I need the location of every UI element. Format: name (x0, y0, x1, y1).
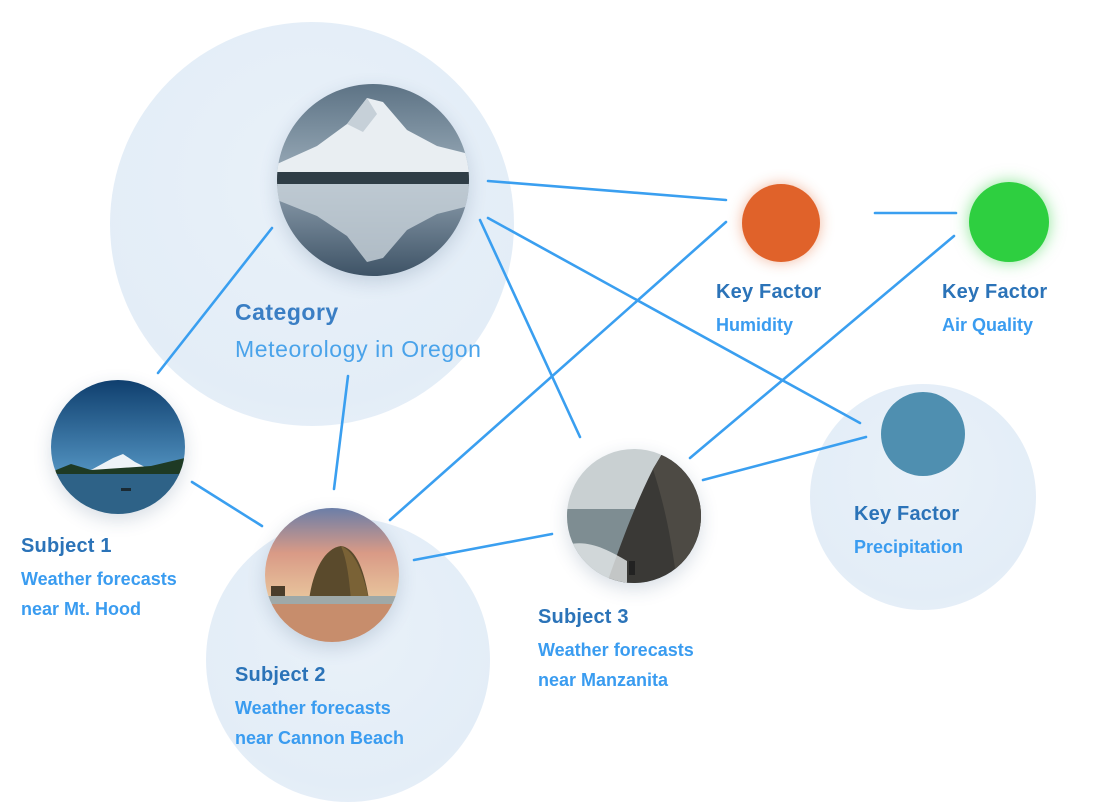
link-subject2-subject3 (412, 532, 554, 562)
humidity-node[interactable] (742, 184, 820, 262)
precipitation-label: Key Factor Precipitation (854, 504, 963, 562)
subject-2-label: Subject 2 Weather forecasts near Cannon … (235, 665, 404, 753)
link-subject1-subject2 (190, 480, 264, 528)
manzanita-cliffs-image (567, 449, 701, 583)
humidity-label: Key Factor Humidity (716, 282, 821, 340)
subject-1-line2: near Mt. Hood (21, 599, 141, 619)
subject-3-line2: near Manzanita (538, 670, 669, 690)
link-subject3-precipitation (701, 435, 868, 482)
subject-3-image[interactable] (567, 449, 701, 583)
category-name: Meteorology in Oregon (235, 336, 482, 362)
link-category-subject3 (478, 218, 582, 439)
haystack-rock-image (265, 508, 399, 642)
subject-1-kind: Subject 1 (21, 535, 112, 557)
mt-hood-lake-image (51, 380, 185, 514)
air-quality-kind: Key Factor (942, 281, 1048, 303)
subject-2-line1: Weather forecasts (235, 698, 391, 718)
air-quality-label: Key Factor Air Quality (942, 282, 1047, 340)
subject-3-line1: Weather forecasts (538, 640, 694, 660)
subject-1-image[interactable] (51, 380, 185, 514)
link-category-humidity (486, 179, 728, 202)
subject-3-label: Subject 3 Weather forecasts near Manzani… (538, 607, 694, 695)
link-category-subject1 (156, 226, 274, 375)
air-quality-node[interactable] (969, 182, 1049, 262)
subject-1-line1: Weather forecasts (21, 569, 177, 589)
precipitation-node[interactable] (881, 392, 965, 476)
category-kind: Category (235, 299, 339, 325)
air-quality-name: Air Quality (942, 315, 1034, 335)
subject-3-kind: Subject 3 (538, 606, 629, 628)
link-category-precipitation (486, 216, 862, 425)
precipitation-kind: Key Factor (854, 503, 960, 525)
precipitation-name: Precipitation (854, 537, 964, 557)
mountain-lake-image (277, 84, 469, 276)
subject-2-image[interactable] (265, 508, 399, 642)
link-category-subject2 (332, 374, 350, 491)
link-subject2-humidity (388, 220, 728, 522)
category-image[interactable] (277, 84, 469, 276)
humidity-kind: Key Factor (716, 281, 822, 303)
subject-1-label: Subject 1 Weather forecasts near Mt. Hoo… (21, 536, 177, 624)
subject-2-kind: Subject 2 (235, 664, 326, 686)
category-label: Category Meteorology in Oregon (235, 301, 482, 364)
subject-2-line2: near Cannon Beach (235, 728, 405, 748)
humidity-name: Humidity (716, 315, 794, 335)
link-subject3-airquality (688, 234, 956, 460)
